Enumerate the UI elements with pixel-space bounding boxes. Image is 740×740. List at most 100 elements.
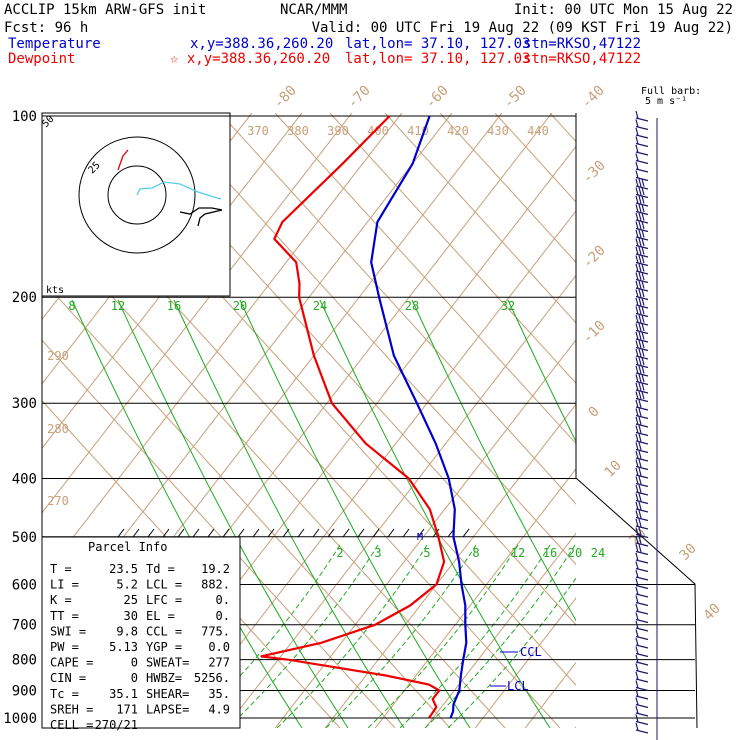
pressure-label: 900 (12, 683, 37, 699)
wind-barb-flag (638, 297, 642, 306)
mixing-ratio-label: 8 (472, 546, 479, 560)
parcel-label-right: EL = (146, 609, 175, 623)
wind-barb-flag (638, 399, 642, 408)
isotherm (174, 210, 576, 728)
wind-barb-flag (635, 280, 639, 289)
temperature-tick-label: 10 (602, 458, 625, 481)
wind-barb-flag (641, 374, 645, 383)
freezing-hatch (387, 528, 395, 538)
freezing-hatch (297, 528, 305, 538)
freezing-hatch (267, 528, 275, 538)
pressure-label: 500 (12, 530, 37, 546)
theta-label: 440 (527, 124, 549, 138)
wind-barb-flag (635, 357, 639, 366)
wind-barb-flag (635, 289, 639, 298)
wind-barb-flag (635, 348, 639, 357)
wind-barb-flag (641, 306, 645, 315)
parcel-value-left: 5.13 (109, 640, 138, 654)
wind-barb-flag (635, 705, 639, 714)
dry-adiabat (42, 399, 341, 728)
theta-label-left: 280 (47, 422, 69, 436)
wind-barb-flag (635, 637, 639, 646)
wind-barb-flag (638, 212, 642, 221)
freezing-hatch (192, 528, 200, 538)
pressure-label: 1000 (3, 711, 37, 727)
temperature-tick-label: -30 (580, 158, 609, 187)
freezing-hatch (357, 528, 365, 538)
wind-barb-flag (638, 467, 642, 476)
wind-barb-flag (638, 340, 642, 349)
isotherm (42, 113, 353, 514)
freezing-hatch (417, 528, 425, 538)
ccl-label: CCL (520, 645, 542, 659)
mixing-ratio-label: 24 (591, 546, 605, 560)
wind-barb-flag (635, 433, 639, 442)
wind-barb-flag (635, 229, 639, 238)
wind-barb-flag (638, 280, 642, 289)
wind-barb-flag (641, 272, 645, 281)
wind-barb-flag (635, 518, 639, 527)
dry-adiabat (329, 113, 576, 384)
wind-barb-flag (635, 620, 639, 629)
wind-barb-flag (641, 246, 645, 255)
temperature-tick-label: -70 (345, 83, 374, 112)
m-label: M (417, 532, 423, 543)
temperature-profile (370, 115, 468, 719)
parcel-info-title: Parcel Info (88, 540, 167, 554)
freezing-hatch (222, 528, 230, 538)
wind-barb-flag (635, 170, 639, 179)
hodo-trace-black (179, 207, 223, 227)
theta-label: 380 (287, 124, 309, 138)
isotherm (42, 113, 403, 579)
wind-barb-flag (638, 331, 642, 340)
isotherm (42, 113, 303, 450)
mixing-ratio-label: 12 (111, 299, 125, 313)
wind-barb-flag (638, 433, 642, 442)
parcel-value-right: 35. (208, 687, 230, 701)
wind-barb-flag (635, 144, 639, 153)
wind-barb-flag (635, 391, 639, 400)
freezing-hatch (432, 528, 440, 538)
parcel-value-left: 9.8 (116, 624, 138, 638)
wind-barb-flag (635, 195, 639, 204)
dry-adiabat (439, 113, 576, 264)
parcel-value-right: 19.2 (201, 562, 230, 576)
temperature-tick-label: -10 (580, 318, 609, 347)
theta-label: 430 (487, 124, 509, 138)
wind-barb-flag (635, 306, 639, 315)
parcel-value-right: 277 (208, 656, 230, 670)
wind-barb-flag (635, 629, 639, 638)
temperature-tick-label: -20 (580, 243, 609, 272)
temperature-tick-label: 0 (586, 404, 603, 421)
hodo-trace-upper (136, 181, 222, 200)
wind-barb-flag (635, 688, 639, 697)
wind-barb-flag (638, 187, 642, 196)
wind-barb-flag (638, 459, 642, 468)
freezing-hatch (252, 528, 260, 538)
mixing-ratio-line-dashed (189, 544, 341, 728)
wind-barb-flag (641, 255, 645, 264)
temperature-tick-label: 40 (701, 601, 724, 624)
parcel-value-right: 775. (201, 624, 230, 638)
wind-barb-flag (638, 246, 642, 255)
parcel-value-left: 5.2 (116, 578, 138, 592)
pressure-label: 100 (12, 109, 37, 125)
wind-barb-flag (635, 493, 639, 502)
temperature-legend: Temperature (8, 36, 101, 52)
parcel-value-left: 0 (131, 656, 138, 670)
dry-adiabat (164, 113, 576, 566)
dewpoint-xy: ☆ x,y=388.36,260.20 (170, 51, 330, 67)
wind-barb-flag (638, 450, 642, 459)
parcel-value-right: 0. (216, 609, 230, 623)
isotherm (274, 339, 576, 728)
wind-barb-flag (638, 535, 642, 544)
full-barb-label: Full barb: (641, 86, 701, 97)
pressure-label: 200 (12, 290, 37, 306)
freezing-hatch (117, 528, 125, 538)
wind-barb-flag (641, 229, 645, 238)
wind-barb-flag (635, 450, 639, 459)
wind-barb-flag (641, 204, 645, 213)
dry-adiabat (42, 218, 506, 728)
mixing-ratio-line (319, 299, 551, 728)
wind-barb-flag (638, 238, 642, 247)
